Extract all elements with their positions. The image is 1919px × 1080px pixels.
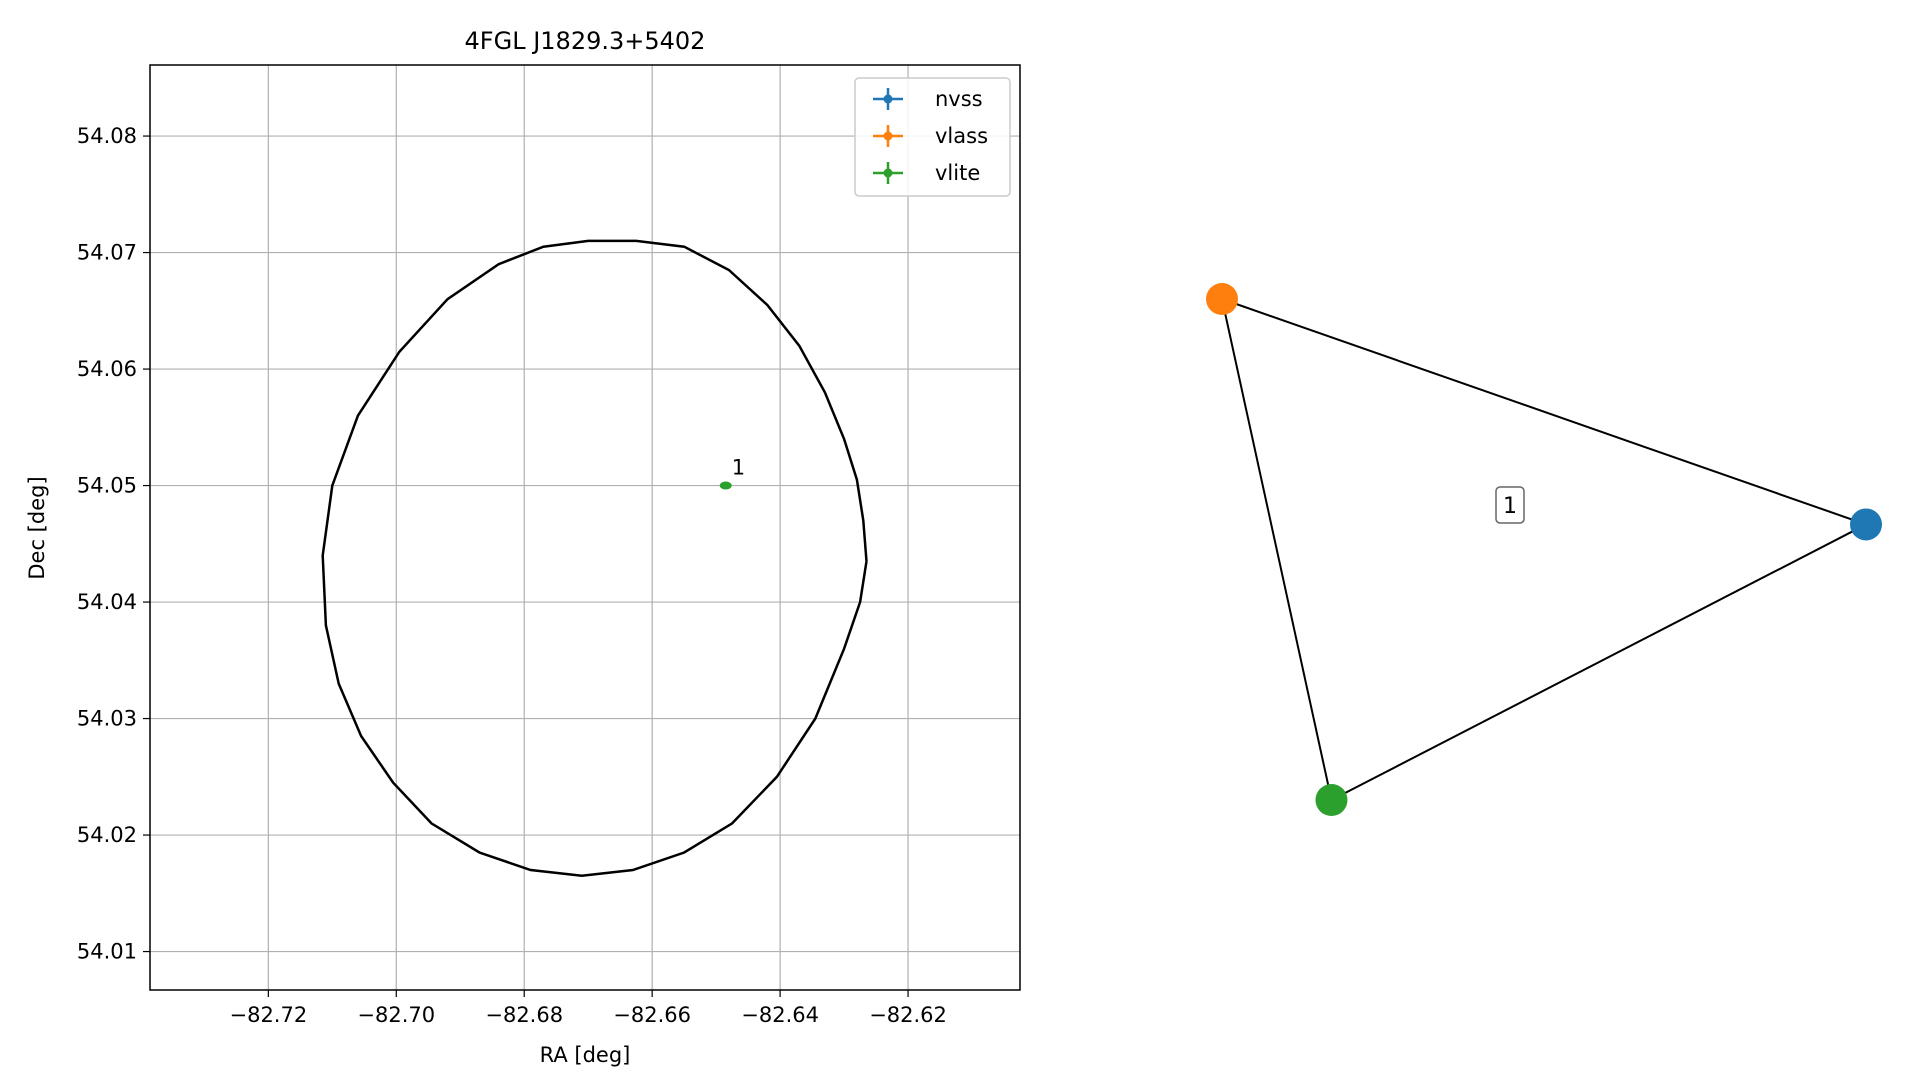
x-tick-label: −82.70 [357,1003,435,1027]
y-tick-label: 54.08 [77,124,137,148]
x-tick-label: −82.62 [869,1003,947,1027]
y-tick-label: 54.07 [77,241,137,265]
graph-edge [1331,523,1867,801]
grid-layer [150,65,1020,990]
graph-panel: 1 [1206,283,1882,816]
graph-edges [1221,298,1867,801]
plot-frame [149,64,1021,991]
x-tick-label: −82.68 [485,1003,563,1027]
legend-label: vlass [935,124,988,148]
legend: nvss vlass vlite [854,77,1011,197]
point-label: 1 [732,456,745,480]
legend-item-nvss: nvss [873,87,983,111]
y-tick-label: 54.04 [77,590,137,614]
y-tick-label: 54.03 [77,707,137,731]
legend-item-vlass: vlass [873,124,988,148]
graph-center-label-box [1495,486,1525,524]
x-tick-label: −82.64 [741,1003,819,1027]
x-tick-label: −82.66 [613,1003,691,1027]
graph-node-vlite [1315,784,1348,816]
y-ticks: 54.01 54.02 54.03 54.04 54.05 54.06 54.07 54.08 [77,124,150,964]
error-ellipse-layer [321,239,868,878]
scatter-panel: 4FGL J1829.3+5402 1 −82.72 −82.70 −82.68 −8… [25,27,1021,1067]
y-axis-label: Dec [deg] [25,476,49,579]
graph-center-label: 1 [1495,486,1525,524]
error-ellipse [321,239,868,878]
legend-marker-dot [883,131,893,141]
graph-node-vlass [1206,283,1238,315]
chart-title: 4FGL J1829.3+5402 [465,27,706,55]
legend-label: nvss [935,87,983,111]
legend-box [854,77,1011,197]
graph-node-nvss [1850,508,1882,541]
y-tick-label: 54.01 [77,940,137,964]
x-ticks: −82.72 −82.70 −82.68 −82.66 −82.64 −82.62 [229,990,947,1027]
y-tick-label: 54.02 [77,823,137,847]
graph-nodes [1206,283,1882,816]
graph-edge [1221,298,1867,526]
data-point-vlite [719,481,732,490]
legend-item-vlite: vlite [873,161,980,185]
x-tick-label: −82.72 [229,1003,307,1027]
x-axis-label: RA [deg] [540,1043,631,1067]
legend-marker-dot [883,168,893,178]
points-layer: 1 [719,456,745,490]
legend-marker-dot [883,94,893,104]
legend-label: vlite [935,161,980,185]
graph-edge [1221,298,1333,801]
y-tick-label: 54.06 [77,357,137,381]
y-tick-label: 54.05 [77,474,137,498]
graph-center-label-text: 1 [1503,494,1517,519]
